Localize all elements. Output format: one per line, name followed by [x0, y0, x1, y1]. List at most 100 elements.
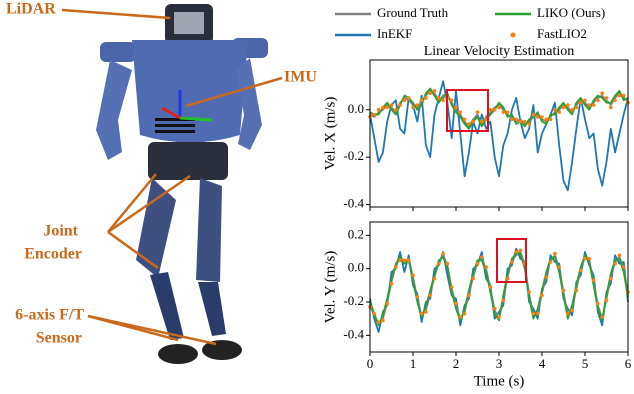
series-line	[369, 247, 629, 333]
highlight-box	[496, 238, 527, 283]
marker	[381, 105, 385, 110]
marker	[566, 311, 570, 316]
marker	[415, 103, 420, 107]
left-thigh	[136, 178, 176, 278]
marker	[454, 301, 458, 306]
chart-title: Linear Velocity Estimation	[424, 44, 575, 59]
marker	[462, 117, 467, 122]
marker	[621, 265, 626, 269]
marker	[557, 110, 561, 114]
marker	[492, 306, 497, 311]
marker	[467, 122, 471, 126]
marker	[514, 250, 518, 254]
marker	[561, 105, 566, 110]
vent	[155, 118, 195, 121]
marker	[535, 311, 540, 316]
marker	[471, 276, 476, 281]
callout-line	[107, 174, 191, 234]
marker	[488, 285, 493, 289]
x-tick-label: 6	[625, 356, 632, 371]
charts: -0.4 -0.2 0.0 Linear Velocity Estimation Vel…	[322, 5, 631, 389]
marker	[419, 98, 424, 103]
marker	[540, 115, 544, 119]
marker	[544, 275, 549, 279]
marker	[389, 281, 394, 286]
marker	[398, 103, 402, 107]
plot-frame	[369, 221, 629, 353]
torso	[132, 40, 248, 143]
marker	[406, 258, 411, 263]
y-tick-label: 0.0	[348, 260, 364, 275]
marker	[402, 258, 407, 263]
marker	[419, 311, 424, 316]
x-tick-label: 5	[582, 356, 589, 371]
marker	[548, 117, 553, 122]
left-arm	[96, 60, 132, 160]
marker	[518, 119, 523, 124]
marker	[462, 311, 467, 316]
pelvis	[148, 142, 228, 180]
marker	[510, 117, 514, 122]
y-tick-label: 0.2	[348, 226, 364, 241]
highlight-box	[446, 89, 489, 132]
right-foot	[202, 340, 242, 360]
marker	[372, 112, 377, 117]
marker	[437, 96, 441, 100]
marker	[583, 98, 587, 103]
right-arm	[236, 58, 262, 150]
marker	[385, 105, 390, 110]
series-line	[369, 87, 629, 130]
x-tick-label: 3	[496, 356, 503, 371]
joint-label: Joint	[43, 223, 78, 240]
legend-label: FastLIO2	[537, 26, 587, 41]
marker	[458, 110, 463, 114]
marker	[591, 103, 596, 107]
marker	[394, 265, 398, 269]
marker	[561, 288, 566, 293]
marker	[449, 98, 454, 103]
marker	[544, 117, 549, 122]
callout-line	[107, 173, 157, 233]
legend-marker	[510, 32, 516, 38]
left-shin	[150, 272, 184, 340]
imu-axis	[161, 106, 181, 120]
plot-area	[370, 60, 628, 207]
y-axis-label: Vel. Y (m/s)	[322, 251, 338, 324]
marker	[385, 301, 390, 306]
marker	[553, 107, 557, 112]
marker	[570, 308, 574, 313]
marker	[613, 98, 617, 103]
marker	[510, 260, 514, 264]
robot	[96, 4, 268, 364]
marker	[501, 298, 506, 303]
marker	[587, 256, 592, 261]
marker	[596, 301, 600, 306]
marker	[471, 119, 476, 124]
right-shin	[198, 282, 226, 336]
marker	[609, 276, 613, 281]
plot-area	[370, 222, 628, 352]
marker	[454, 105, 458, 110]
marker	[445, 261, 450, 266]
y-tick-label: -0.2	[343, 293, 364, 308]
marker	[548, 260, 553, 264]
marker	[381, 318, 385, 323]
series-line	[369, 252, 629, 327]
y-tick-label: -0.4	[343, 326, 364, 341]
marker	[591, 278, 596, 283]
marker	[449, 285, 454, 289]
callout-line	[87, 314, 217, 346]
marker	[372, 311, 377, 316]
series-line	[369, 89, 629, 128]
ft-label: 6-axis F/T	[15, 307, 84, 324]
legend-label: Ground Truth	[377, 5, 449, 20]
plot: -0.4 -0.2 0.0 0.2 0 1 2 3 4 5 6 Time (s) Vel. Y (m/s…	[322, 221, 632, 389]
marker	[617, 93, 622, 98]
x-tick-label: 0	[367, 356, 374, 371]
marker	[604, 298, 609, 303]
marker	[540, 293, 544, 298]
marker	[406, 96, 411, 100]
marker	[411, 273, 415, 278]
right-thigh	[196, 178, 222, 282]
marker	[432, 89, 437, 93]
